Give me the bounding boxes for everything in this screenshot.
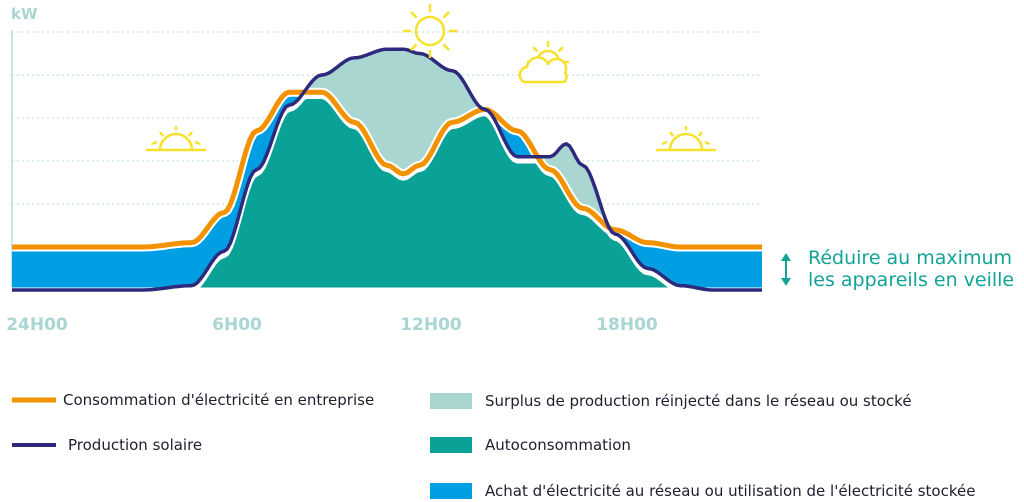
x-tick-24h00: 24H00 [6, 315, 68, 335]
up-down-arrow-icon [781, 253, 791, 286]
legend-item-autoconsommation: Autoconsommation [430, 436, 631, 454]
x-tick-6h00: 6H00 [212, 315, 262, 335]
sunset-icon [656, 126, 716, 152]
x-tick-12h00: 12H00 [400, 315, 462, 335]
sun-cloud-icon [518, 41, 569, 84]
legend-item-surplus: Surplus de production réinjecté dans le … [430, 392, 912, 410]
svg-text:Achat d'électricité au réseau: Achat d'électricité au réseau ou utilisa… [485, 482, 975, 500]
legend-item-consommation: Consommation d'électricité en entreprise [12, 391, 374, 409]
legend-item-achat: Achat d'électricité au réseau ou utilisa… [430, 482, 975, 500]
baseline-gap [12, 288, 762, 291]
chart-lines [10, 47, 764, 292]
weather-icons [146, 4, 716, 152]
svg-text:Surplus de production réinject: Surplus de production réinjecté dans le … [485, 392, 912, 410]
x-tick-18h00: 18H00 [596, 315, 658, 335]
solar-production-line [12, 47, 762, 292]
legend: Consommation d'électricité en entreprise… [12, 391, 975, 500]
svg-text:Production solaire: Production solaire [68, 436, 202, 454]
annotation-line-1: Réduire au maximum [808, 247, 1012, 269]
y-axis-label: kW [11, 5, 38, 23]
x-axis-ticks: 24H00 6H00 12H00 18H00 [6, 315, 658, 335]
annotation-line-2: les appareils en veille [808, 269, 1014, 291]
sunrise-icon [146, 126, 206, 152]
chart-areas [9, 49, 765, 293]
svg-text:Autoconsommation: Autoconsommation [485, 436, 631, 454]
legend-item-production: Production solaire [12, 436, 202, 454]
svg-text:Consommation d'électricité en: Consommation d'électricité en entreprise [63, 391, 374, 409]
consumption-line [12, 89, 762, 250]
sun-icon [403, 4, 457, 58]
